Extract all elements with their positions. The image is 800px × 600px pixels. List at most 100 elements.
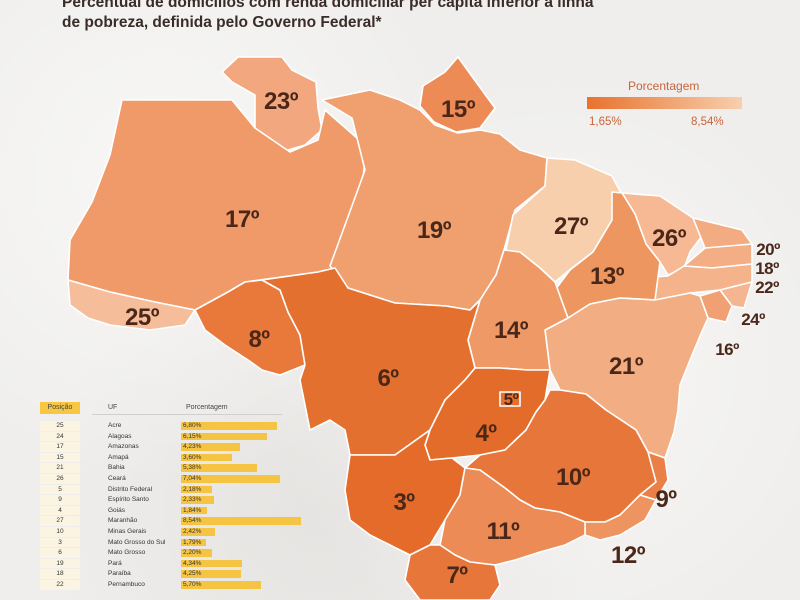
table-row: 5 Distrito Federal 2,18% <box>40 484 300 495</box>
row-uf: Espírito Santo <box>108 496 149 504</box>
row-uf: Alagoas <box>108 432 132 440</box>
rank-label-ac: 25º <box>125 304 159 331</box>
rank-label-rn: 20º <box>756 240 780 259</box>
table-header-divider <box>92 414 282 415</box>
table-row: 9 Espírito Santo 2,33% <box>40 495 300 505</box>
row-percent-bar <box>181 496 214 504</box>
state-rn[interactable] <box>692 217 753 249</box>
row-uf: Pará <box>108 559 122 567</box>
state-pr[interactable] <box>404 544 501 600</box>
table-row: 17 Amazonas 4,23% <box>40 442 300 452</box>
row-position: 24 <box>40 431 80 442</box>
rank-label-pi: 13º <box>590 263 624 290</box>
row-uf: Mato Grosso <box>108 549 146 557</box>
row-percent-bar <box>181 549 212 557</box>
row-uf: Maranhão <box>108 517 138 525</box>
row-position: 21 <box>40 463 80 473</box>
rank-label-mg: 10º <box>556 464 590 491</box>
rank-label-al: 24º <box>741 310 765 329</box>
table-row: 24 Alagoas 6,15% <box>40 431 300 442</box>
row-percent-bar <box>181 443 240 451</box>
row-percent-value: 2,42% <box>183 528 202 535</box>
table-row: 22 Pernambuco 5,70% <box>40 580 300 590</box>
table-row: 25 Acre 6,80% <box>40 421 300 431</box>
row-position: 22 <box>40 580 80 590</box>
table-row: 6 Mato Grosso 2,20% <box>40 548 300 558</box>
row-percent-value: 6,15% <box>183 432 202 440</box>
rank-label-es: 9º <box>655 486 677 513</box>
row-percent-value: 1,79% <box>183 538 202 546</box>
table-row: 27 Maranhão 8,54% <box>40 516 301 526</box>
table-row: 18 Paraíba 4,25% <box>40 569 300 579</box>
row-uf: Amazonas <box>108 443 139 451</box>
rank-label-ms: 3º <box>393 489 415 516</box>
row-percent-value: 2,20% <box>183 549 202 557</box>
row-percent-value: 4,25% <box>183 570 202 578</box>
rank-label-df: 5º <box>503 390 519 409</box>
state-ac[interactable] <box>67 279 196 331</box>
row-percent-bar <box>181 432 267 441</box>
row-percent-value: 1,84% <box>183 506 202 514</box>
row-percent-bar <box>181 506 207 515</box>
rank-label-sp: 11º <box>486 518 520 545</box>
row-percent-bar <box>181 485 212 494</box>
table-row: 21 Bahia 5,38% <box>40 463 300 473</box>
row-uf: Pernambuco <box>108 581 145 588</box>
row-percent-bar <box>181 453 232 462</box>
rank-label-se: 16º <box>715 340 739 359</box>
row-uf: Amapá <box>108 453 129 461</box>
table-row: 3 Mato Grosso do Sul 1,79% <box>40 537 300 548</box>
row-percent-bar <box>181 464 257 472</box>
row-position: 18 <box>40 569 80 579</box>
row-position: 9 <box>40 495 80 505</box>
row-percent-bar <box>181 559 242 568</box>
row-uf: Mato Grosso do Sul <box>108 538 166 546</box>
legend-max-label: 8,54% <box>691 116 724 128</box>
table-row: 4 Goiás 1,84% <box>40 505 300 516</box>
row-percent-value: 4,23% <box>183 443 202 451</box>
table-row: 19 Pará 4,34% <box>40 558 300 569</box>
table-header-position: Posição <box>40 402 80 414</box>
state-ap[interactable] <box>419 56 496 133</box>
state-rj[interactable] <box>584 494 657 541</box>
rank-label-rr: 23º <box>264 88 298 115</box>
chart-title: Percentual de domicílios com renda domic… <box>62 0 662 33</box>
row-percent-value: 8,54% <box>183 517 202 525</box>
row-percent-value: 6,80% <box>183 422 202 429</box>
row-uf: Distrito Federal <box>108 485 153 493</box>
state-df[interactable] <box>499 391 521 407</box>
rank-label-pe: 22º <box>755 278 779 297</box>
row-position: 4 <box>40 505 80 516</box>
rank-label-rj: 12º <box>611 542 645 569</box>
row-position: 19 <box>40 558 80 569</box>
row-percent-value: 2,33% <box>183 496 202 504</box>
state-rr[interactable] <box>221 56 323 151</box>
row-percent-bar <box>181 538 206 547</box>
row-percent-bar <box>181 475 280 483</box>
state-sp[interactable] <box>439 467 586 566</box>
row-uf: Paraíba <box>108 570 131 578</box>
table-header-uf: UF <box>108 404 118 411</box>
title-line-1: Percentual de domicílios com renda domic… <box>62 0 594 11</box>
row-percent-bar <box>181 528 215 536</box>
row-percent-bar <box>181 517 301 525</box>
table-row: 15 Amapá 3,60% <box>40 452 300 463</box>
table-header-percent: Porcentagem <box>186 404 228 411</box>
row-position: 3 <box>40 537 80 548</box>
rank-label-ce: 26º <box>652 225 686 252</box>
rank-label-mt: 6º <box>377 365 399 392</box>
row-percent-value: 4,34% <box>183 559 202 567</box>
rank-label-ma: 27º <box>554 213 588 240</box>
row-position: 25 <box>40 421 80 431</box>
row-position: 15 <box>40 452 80 463</box>
row-uf: Acre <box>108 422 122 429</box>
row-position: 6 <box>40 548 80 558</box>
rank-label-pa: 19º <box>417 217 451 244</box>
row-position: 27 <box>40 516 80 526</box>
rank-label-ba: 21º <box>609 353 643 380</box>
row-position: 10 <box>40 527 80 537</box>
row-uf: Minas Gerais <box>108 528 147 535</box>
legend-color-bar <box>587 97 742 109</box>
row-uf: Ceará <box>108 475 126 482</box>
